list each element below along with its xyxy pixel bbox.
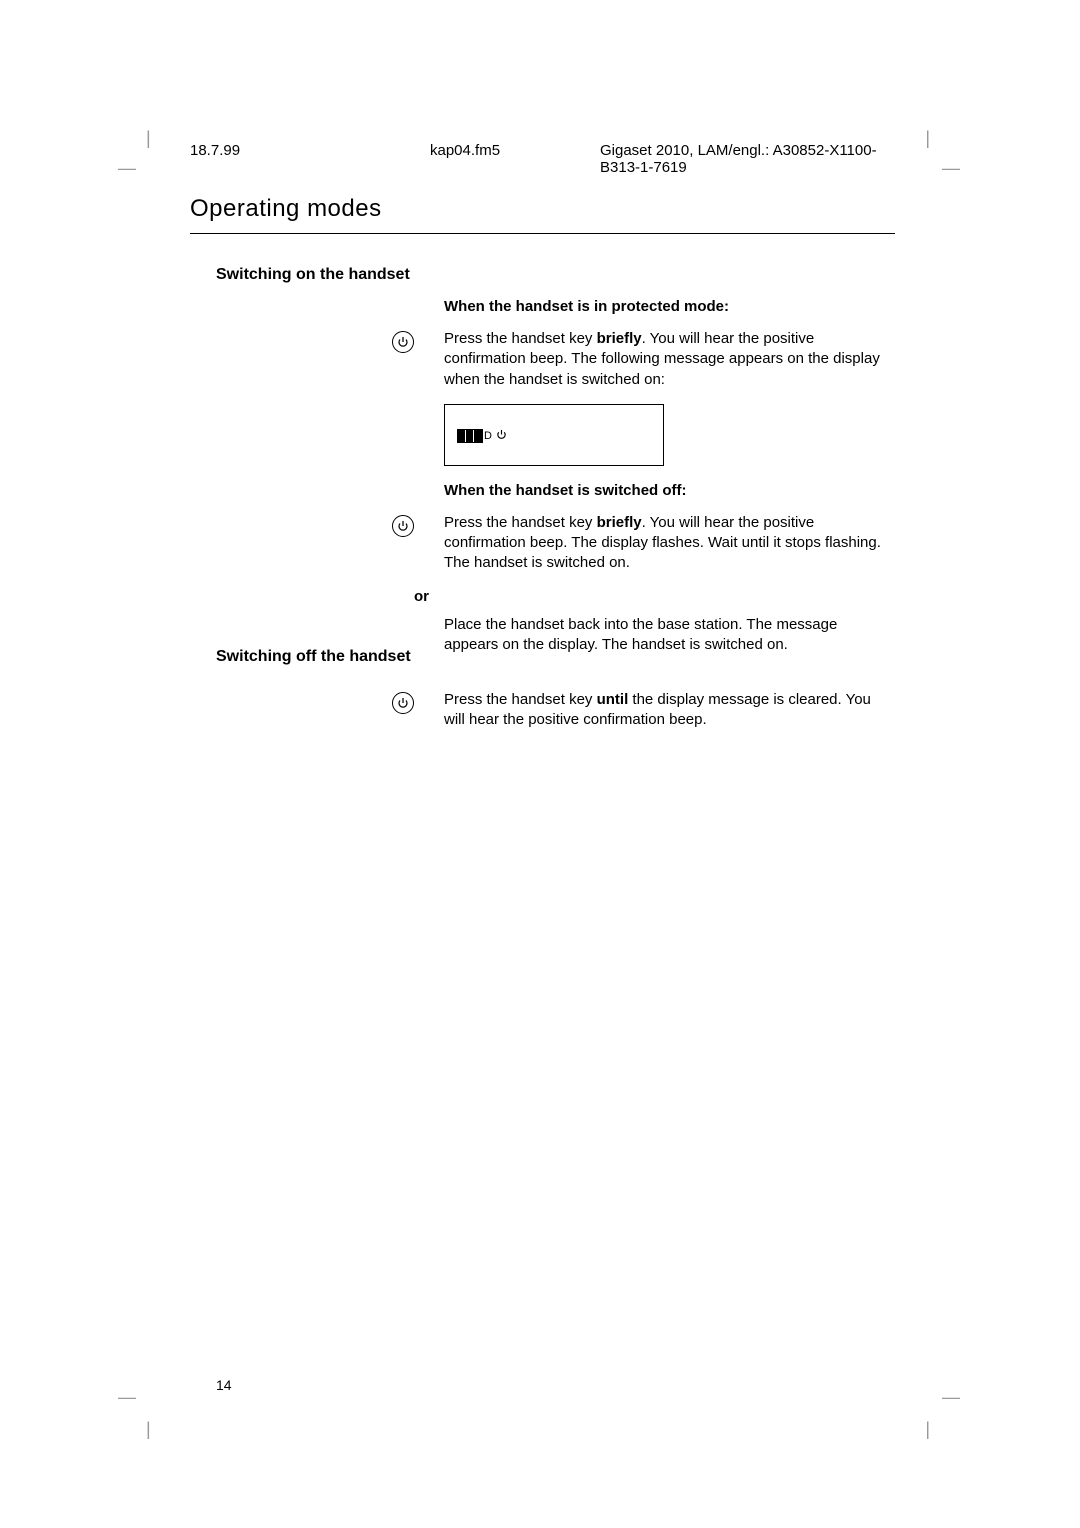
power-icon-col [216,329,444,353]
power-icon-col-3 [216,690,444,714]
crop-mark: | [146,128,151,149]
t3a: Press the handset key [444,691,597,708]
alt-instruction: Place the handset back into the base sta… [444,615,890,656]
crop-mark: | [146,1419,151,1440]
crop-mark: — [118,1387,136,1408]
crop-mark: | [925,1419,930,1440]
step-protected-text: Press the handset key briefly. You will … [444,329,890,390]
power-icon [392,515,414,537]
power-icon-col-2 [216,513,444,537]
section-title: Operating modes [190,195,895,234]
page-number: 14 [216,1377,232,1393]
step-protected: Press the handset key briefly. You will … [216,329,890,390]
header-date: 18.7.99 [190,142,240,159]
power-icon [392,331,414,353]
page: | | — — — — | | 18.7.99 kap04.fm5 Gigase… [0,0,1080,1528]
crop-mark: — [942,1387,960,1408]
t2b: briefly [597,514,642,531]
switch-on-block: When the handset is in protected mode: P… [216,298,890,669]
t2a: Press the handset key [444,514,597,531]
t3b: until [597,691,629,708]
switch-off-block: Press the handset key until the display … [216,690,890,745]
crop-mark: — [118,158,136,179]
header-file: kap04.fm5 [430,142,500,159]
switched-off-label: When the handset is switched off: [444,482,890,499]
step-switch-off: Press the handset key until the display … [216,690,890,731]
header-docref: Gigaset 2010, LAM/engl.: A30852-X1100-B3… [600,142,890,176]
step-switched-off: Press the handset key briefly. You will … [216,513,890,574]
step-switch-off-text: Press the handset key until the display … [444,690,890,731]
crop-mark: — [942,158,960,179]
step-switched-off-text: Press the handset key briefly. You will … [444,513,890,574]
subheading-switch-on: Switching on the handset [216,266,410,284]
power-icon [392,692,414,714]
mini-power-icon [496,427,507,445]
crop-mark: | [925,128,930,149]
display-box: D [444,404,664,466]
t1a: Press the handset key [444,330,597,347]
battery-bars-icon [457,429,483,443]
display-mark: D [484,430,492,442]
doc-header: 18.7.99 kap04.fm5 Gigaset 2010, LAM/engl… [190,142,890,159]
t1b: briefly [597,330,642,347]
or-label: or [414,588,890,605]
subheading-switch-off: Switching off the handset [216,648,411,666]
protected-mode-label: When the handset is in protected mode: [444,298,890,315]
display-inner: D [457,427,653,445]
